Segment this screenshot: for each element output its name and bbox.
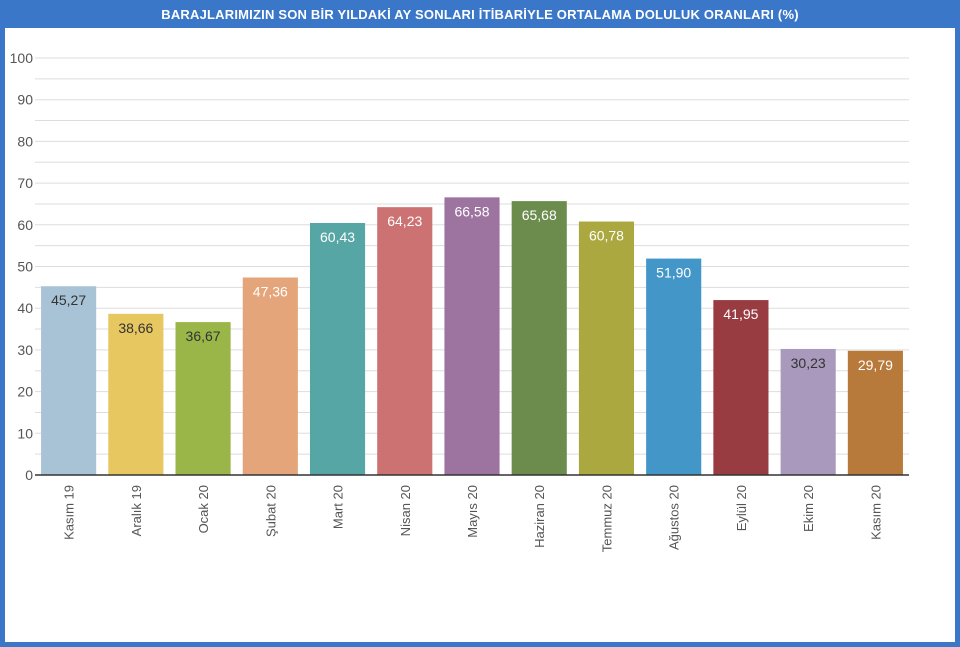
data-label: 29,79 xyxy=(858,357,893,373)
x-tick-label: Mayıs 20 xyxy=(465,485,480,538)
data-label: 36,67 xyxy=(186,328,221,344)
x-tick-label: Ocak 20 xyxy=(196,485,211,533)
data-label: 66,58 xyxy=(454,203,489,219)
x-tick-label: Nisan 20 xyxy=(398,485,413,536)
data-label: 41,95 xyxy=(723,306,758,322)
bar xyxy=(108,313,164,475)
data-label: 51,90 xyxy=(656,265,691,281)
x-tick-label: Haziran 20 xyxy=(532,485,547,548)
x-tick-label: Şubat 20 xyxy=(263,485,278,537)
x-tick-label: Aralık 19 xyxy=(129,485,144,536)
x-tick-label: Ekim 20 xyxy=(801,485,816,532)
x-tick-label: Mart 20 xyxy=(331,485,346,529)
y-tick-label: 100 xyxy=(10,50,34,66)
bar xyxy=(847,350,903,475)
x-tick-label: Eylül 20 xyxy=(734,485,749,531)
y-tick-label: 70 xyxy=(17,175,33,191)
data-label: 60,78 xyxy=(589,228,624,244)
y-tick-label: 90 xyxy=(17,92,33,108)
bar xyxy=(511,201,567,476)
y-tick-label: 80 xyxy=(17,133,33,149)
x-tick-label: Ağustos 20 xyxy=(667,485,682,550)
bar xyxy=(377,207,433,476)
data-label: 30,23 xyxy=(791,355,826,371)
bar xyxy=(309,223,366,475)
y-tick-label: 30 xyxy=(17,342,33,358)
bar xyxy=(713,300,769,475)
y-tick-label: 50 xyxy=(17,259,33,275)
bar xyxy=(578,221,635,475)
bar xyxy=(780,348,836,475)
data-label: 65,68 xyxy=(522,207,557,223)
data-label: 60,43 xyxy=(320,229,355,245)
bar xyxy=(444,197,500,476)
x-tick-label: Kasım 19 xyxy=(62,485,77,540)
data-label: 45,27 xyxy=(51,292,86,308)
x-tick-label: Temmuz 20 xyxy=(599,485,614,552)
y-tick-label: 20 xyxy=(17,384,33,400)
chart-title: BARAJLARIMIZIN SON BİR YILDAKİ AY SONLAR… xyxy=(161,7,799,22)
data-label: 47,36 xyxy=(253,284,288,300)
y-tick-label: 0 xyxy=(25,467,33,483)
y-tick-label: 40 xyxy=(17,300,33,316)
chart-panel: 0 10 20 30 40 50 60 70 80 90 100 45,27 Kasım 19 38,66… xyxy=(5,28,955,642)
y-tick-label: 10 xyxy=(17,425,33,441)
data-label: 38,66 xyxy=(118,320,153,336)
bar xyxy=(646,258,702,475)
bar xyxy=(242,277,298,475)
data-label: 64,23 xyxy=(387,213,422,229)
bar xyxy=(175,322,231,475)
bar-chart: 0 10 20 30 40 50 60 70 80 90 100 45,27 Kasım 19 38,66… xyxy=(10,50,909,552)
bar xyxy=(41,286,97,475)
x-tick-label: Kasım 20 xyxy=(868,485,883,540)
y-tick-label: 60 xyxy=(17,217,33,233)
